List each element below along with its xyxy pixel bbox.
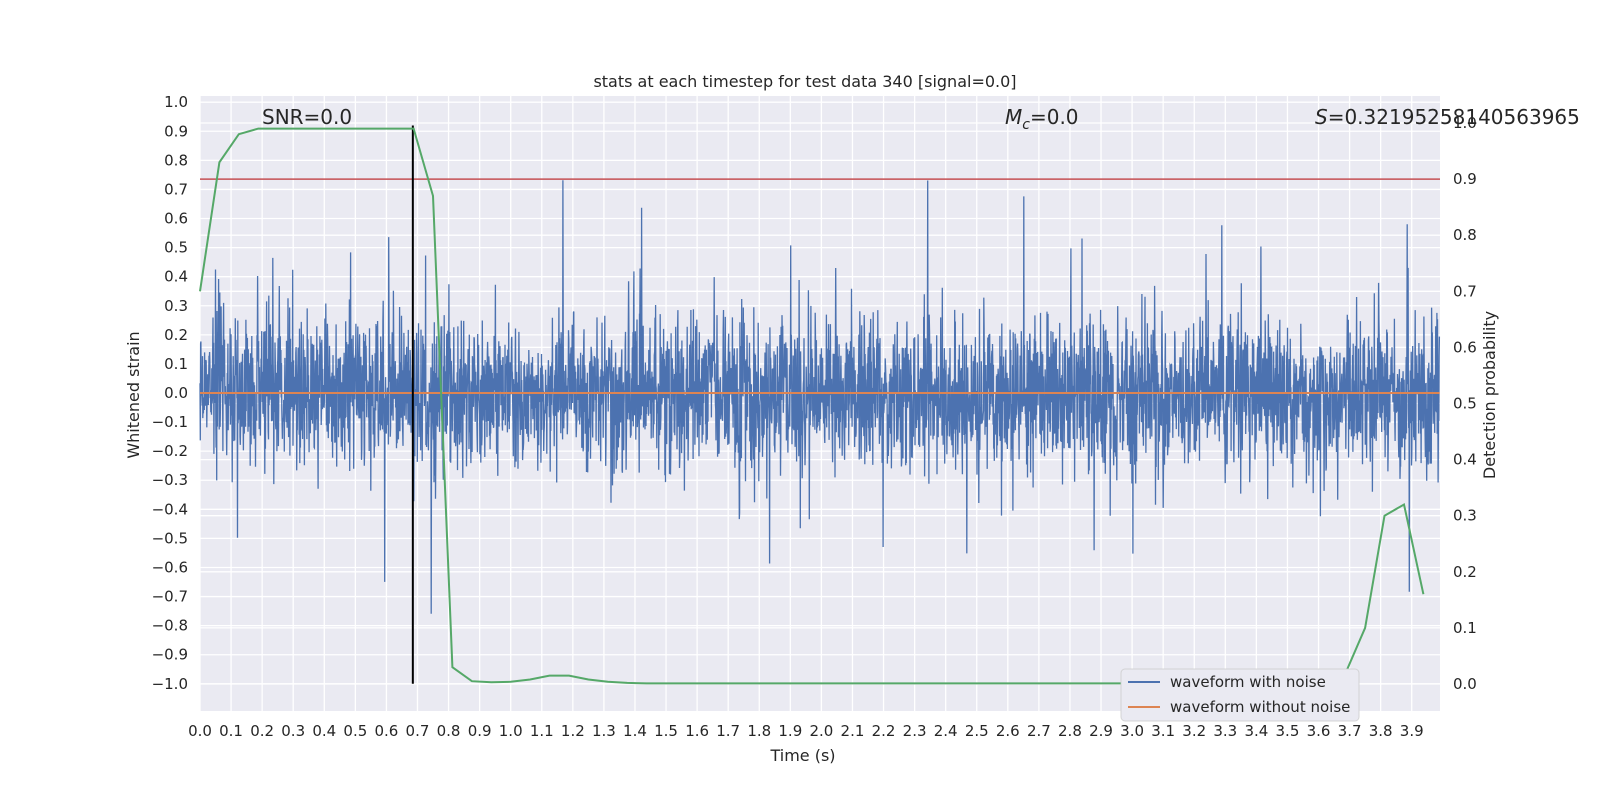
x-tick-label: 0.8 xyxy=(437,722,461,740)
y-tick-label: 0.2 xyxy=(164,326,188,344)
s-value: =0.32195258140563965 xyxy=(1328,105,1580,129)
y-tick-label: −0.5 xyxy=(152,529,188,547)
y2-tick-label: 0.2 xyxy=(1453,563,1477,581)
x-tick-label: 3.4 xyxy=(1244,722,1268,740)
y2-tick-label: 0.6 xyxy=(1453,338,1477,356)
y-tick-label: −1.0 xyxy=(152,675,188,693)
y-tick-label: −0.8 xyxy=(152,617,188,635)
x-tick-label: 0.6 xyxy=(374,722,398,740)
y2-tick-label: 0.9 xyxy=(1453,170,1477,188)
legend-box xyxy=(1120,668,1360,722)
y2-ticks: 1.0 0.9 0.8 0.7 0.6 0.5 0.4 0.3 0.2 0.1 0.0 xyxy=(1453,114,1477,693)
x-tick-label: 2.9 xyxy=(1089,722,1113,740)
x-axis-label: Time (s) xyxy=(769,746,835,765)
x-tick-label: 2.1 xyxy=(841,722,865,740)
x-tick-label: 1.7 xyxy=(716,722,740,740)
y-tick-label: −0.4 xyxy=(152,500,188,518)
y2-tick-label: 0.1 xyxy=(1453,619,1477,637)
x-tick-label: 0.9 xyxy=(468,722,492,740)
x-tick-label: 1.2 xyxy=(561,722,585,740)
x-tick-label: 1.5 xyxy=(654,722,678,740)
mc-subscript: c xyxy=(1022,117,1030,133)
x-tick-label: 0.5 xyxy=(343,722,367,740)
snr-annotation: SNR=0.0 xyxy=(262,105,352,129)
x-tick-label: 1.4 xyxy=(623,722,647,740)
y-tick-label: 0.7 xyxy=(164,180,188,198)
y-tick-label: −0.9 xyxy=(152,646,188,664)
x-tick-label: 2.8 xyxy=(1058,722,1082,740)
y2-tick-label: 0.0 xyxy=(1453,675,1477,693)
y-tick-label: −0.2 xyxy=(152,442,188,460)
s-annotation: S=0.32195258140563965 xyxy=(1315,105,1580,129)
x-tick-label: 0.3 xyxy=(281,722,305,740)
x-tick-label: 3.2 xyxy=(1182,722,1206,740)
y-tick-label: −0.7 xyxy=(152,588,188,606)
x-tick-label: 2.2 xyxy=(872,722,896,740)
y-tick-label: 1.0 xyxy=(164,93,188,111)
x-tick-label: 3.3 xyxy=(1213,722,1237,740)
legend: waveform with noise waveform without noi… xyxy=(1120,668,1360,722)
y2-tick-label: 0.7 xyxy=(1453,282,1477,300)
x-tick-label: 3.7 xyxy=(1338,722,1362,740)
x-tick-label: 3.0 xyxy=(1120,722,1144,740)
x-tick-label: 0.0 xyxy=(188,722,212,740)
y-tick-label: 0.9 xyxy=(164,122,188,140)
x-tick-label: 2.4 xyxy=(934,722,958,740)
y-tick-label: 0.5 xyxy=(164,239,188,257)
y2-tick-label: 1.0 xyxy=(1453,114,1477,132)
y-tick-label: 0.0 xyxy=(164,384,188,402)
x-tick-label: 2.5 xyxy=(965,722,989,740)
s-symbol: S xyxy=(1315,105,1328,129)
x-tick-label: 2.6 xyxy=(996,722,1020,740)
y-tick-label: −0.6 xyxy=(152,558,188,576)
x-tick-label: 1.3 xyxy=(592,722,616,740)
x-tick-label: 2.3 xyxy=(903,722,927,740)
x-tick-label: 3.6 xyxy=(1307,722,1331,740)
legend-label-clean: waveform without noise xyxy=(1170,698,1350,716)
y-tick-label: 0.3 xyxy=(164,297,188,315)
mc-symbol: M xyxy=(1005,105,1022,129)
x-tick-label: 1.8 xyxy=(747,722,771,740)
x-tick-label: 0.2 xyxy=(250,722,274,740)
noise-trace xyxy=(199,180,1441,614)
x-tick-label: 0.7 xyxy=(406,722,430,740)
chart-title: stats at each timestep for test data 340… xyxy=(593,72,1016,91)
y-tick-label: 0.6 xyxy=(164,210,188,228)
y2-tick-label: 0.5 xyxy=(1453,395,1477,413)
x-tick-label: 2.7 xyxy=(1027,722,1051,740)
x-tick-label: 1.0 xyxy=(499,722,523,740)
legend-label-noise: waveform with noise xyxy=(1170,673,1326,691)
x-tick-label: 1.1 xyxy=(530,722,554,740)
y2-tick-label: 0.4 xyxy=(1453,451,1477,469)
y2-tick-label: 0.8 xyxy=(1453,226,1477,244)
x-tick-label: 3.9 xyxy=(1400,722,1424,740)
x-tick-label: 0.1 xyxy=(219,722,243,740)
y-tick-label: −0.1 xyxy=(152,413,188,431)
y-tick-label: −0.3 xyxy=(152,471,188,489)
x-tick-label: 0.4 xyxy=(312,722,336,740)
x-tick-label: 1.9 xyxy=(778,722,802,740)
mc-value: =0.0 xyxy=(1030,105,1079,129)
y-tick-label: 0.1 xyxy=(164,355,188,373)
x-tick-label: 3.8 xyxy=(1369,722,1393,740)
x-ticks: 0.0 0.1 0.2 0.3 0.4 0.5 0.6 0.7 0.8 0.9 1.0 1.1 1.2 1… xyxy=(188,722,1424,740)
x-tick-label: 1.6 xyxy=(685,722,709,740)
series-waveform-with-noise xyxy=(199,180,1441,614)
x-tick-label: 3.5 xyxy=(1276,722,1300,740)
mc-annotation: Mc=0.0 xyxy=(1005,105,1079,133)
y-tick-label: 0.8 xyxy=(164,151,188,169)
y-axis-label: Whitened strain xyxy=(124,331,143,458)
x-tick-label: 2.0 xyxy=(809,722,833,740)
y-ticks: 1.0 0.9 0.8 0.7 0.6 0.5 0.4 0.3 0.2 0.1 0.0 −0.1 −0.… xyxy=(152,93,188,693)
y2-axis-label: Detection probability xyxy=(1480,311,1499,479)
x-tick-label: 3.1 xyxy=(1151,722,1175,740)
y2-tick-label: 0.3 xyxy=(1453,507,1477,525)
y-tick-label: 0.4 xyxy=(164,268,188,286)
